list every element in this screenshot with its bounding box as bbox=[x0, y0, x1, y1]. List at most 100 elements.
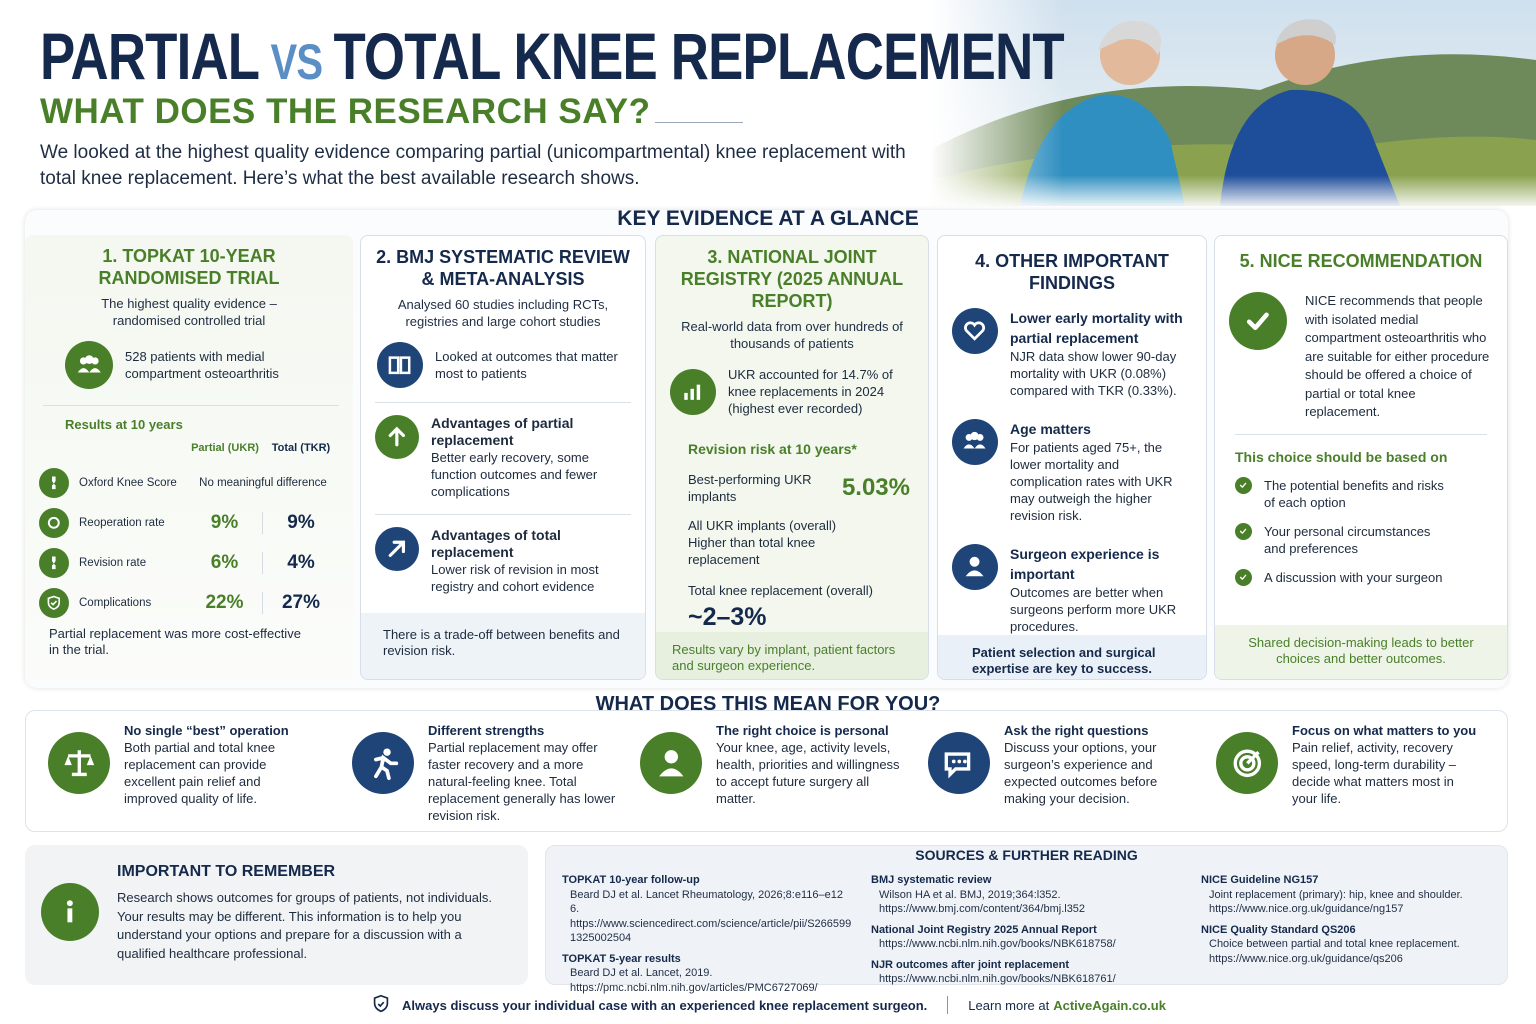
divider bbox=[655, 122, 743, 123]
icon bbox=[1235, 568, 1252, 586]
icon-glyph bbox=[966, 557, 984, 577]
source-entry: NICE Guideline NG157 Joint replacement (p… bbox=[1201, 873, 1481, 917]
result-total: 4% bbox=[287, 552, 315, 573]
site-link[interactable]: ActiveAgain.co.uk bbox=[1053, 997, 1166, 1013]
card-title: 5. NICE RECOMMENDATION bbox=[1239, 251, 1483, 271]
card: 2. BMJ SYSTEMATIC REVIEW & META-ANALYSIS… bbox=[360, 235, 646, 680]
card-title: 2. BMJ SYSTEMATIC REVIEW & META-ANALYSIS bbox=[376, 247, 630, 289]
bullet-row: The potential benefits and risks of each… bbox=[1235, 476, 1493, 511]
patients: 528 patients with medial compartment ost… bbox=[125, 349, 279, 381]
meaning-body: Pain relief, activity, recovery speed, l… bbox=[1292, 740, 1457, 806]
item-text: Age matters For patients aged 75+, the lo… bbox=[1010, 419, 1192, 524]
column-header: Partial (UKR) bbox=[191, 442, 259, 454]
section-heading: KEY EVIDENCE AT A GLANCE bbox=[617, 207, 919, 230]
item-row: Surgeon experience is important Outcomes … bbox=[952, 544, 1192, 635]
result-note: No meaningful difference bbox=[199, 477, 327, 489]
remember-box: IMPORTANT TO REMEMBER Research shows outc… bbox=[25, 845, 528, 985]
sources-column: NICE Guideline NG157 Joint replacement (p… bbox=[1201, 873, 1481, 972]
item-heading: Age matters bbox=[1010, 421, 1091, 437]
icon-glyph bbox=[684, 384, 701, 400]
icon bbox=[928, 732, 990, 794]
item-row: Advantages of partial replacement Better … bbox=[375, 415, 631, 500]
meaning-item: Focus on what matters to you Pain relief,… bbox=[1216, 722, 1498, 807]
item-heading: Surgeon experience is important bbox=[1010, 546, 1160, 582]
nice-row: NICE recommends that people with isolate… bbox=[1229, 292, 1493, 422]
icon-glyph bbox=[52, 476, 56, 490]
icon bbox=[39, 508, 69, 538]
source-line: https://www.ncbi.nlm.nih.gov/books/NBK61… bbox=[879, 938, 1116, 950]
section-heading: WHAT DOES THIS MEAN FOR YOU? bbox=[595, 693, 941, 715]
icon bbox=[39, 588, 69, 618]
divider bbox=[375, 514, 631, 515]
card: 4. OTHER IMPORTANT FINDINGS Lower early m… bbox=[937, 235, 1207, 680]
stat: UKR accounted for 14.7% of knee replacem… bbox=[728, 367, 893, 416]
result-total: 27% bbox=[281, 592, 321, 613]
meaning-item: The right choice is personal Your knee, a… bbox=[640, 722, 922, 807]
icon bbox=[1235, 522, 1252, 540]
meaning-body: Discuss your options, your surgeon’s exp… bbox=[1004, 740, 1158, 806]
result-label: Oxford Knee Score bbox=[79, 477, 177, 489]
icon-glyph bbox=[388, 540, 406, 558]
meaning-body: Partial replacement may offer faster rec… bbox=[428, 740, 616, 823]
revision-row: Total knee replacement (overall) ~2–3% bbox=[670, 568, 914, 632]
sources-column: TOPKAT 10-year follow-up Beard DJ et al. … bbox=[562, 873, 852, 1001]
sources-column: BMJ systematic review Wilson HA et al. BM… bbox=[871, 873, 1161, 993]
icon bbox=[670, 368, 716, 415]
revision-label: Best-performing UKR implants bbox=[688, 472, 812, 504]
item-body: NJR data show lower 90-day mortality wit… bbox=[1010, 349, 1177, 398]
revision-label: All UKR implants (overall) bbox=[688, 518, 837, 533]
item-body: Lower risk of revision in most registry … bbox=[431, 562, 599, 594]
photo bbox=[930, 0, 1536, 206]
icon-glyph bbox=[658, 749, 684, 777]
basis-heading: This choice should be based on bbox=[1235, 448, 1448, 465]
icon-glyph bbox=[1240, 528, 1247, 534]
icon bbox=[39, 548, 69, 578]
meaning-text: Focus on what matters to you Pain relief,… bbox=[1292, 722, 1482, 807]
meaning-text: Different strengths Partial replacement m… bbox=[428, 722, 618, 824]
source-line: https://www.nice.org.uk/guidance/qs206 bbox=[1209, 952, 1403, 965]
icon-glyph bbox=[77, 354, 101, 373]
title-vs: VS bbox=[270, 34, 323, 90]
fade bbox=[930, 0, 1536, 206]
meaning-heading: No single “best” operation bbox=[124, 723, 289, 738]
item-heading: Lower early mortality with partial repla… bbox=[1010, 310, 1183, 346]
item-text: Advantages of partial replacement Better … bbox=[431, 415, 631, 500]
meaning-heading: Focus on what matters to you bbox=[1292, 723, 1477, 738]
card-subtitle: Real-world data from over hundreds of th… bbox=[681, 319, 903, 351]
source-title: BMJ systematic review bbox=[871, 874, 992, 886]
bullet-row: Your personal circumstances and preferen… bbox=[1235, 522, 1493, 557]
meaning-text: The right choice is personal Your knee, a… bbox=[716, 722, 906, 807]
card: 5. NICE RECOMMENDATION NICE recommends th… bbox=[1214, 235, 1508, 680]
nice-text: NICE recommends that people with isolate… bbox=[1305, 293, 1490, 419]
bullet: Your personal circumstances and preferen… bbox=[1264, 523, 1431, 556]
bullet: The potential benefits and risks of each… bbox=[1264, 477, 1444, 510]
bullet: A discussion with your surgeon bbox=[1264, 569, 1443, 585]
revision-row: Best-performing UKR implants 5.03% bbox=[670, 471, 914, 505]
icon-glyph bbox=[67, 900, 73, 923]
card: 3. NATIONAL JOINT REGISTRY (2025 ANNUAL … bbox=[655, 235, 929, 680]
card-footer: Patient selection and surgical expertise… bbox=[938, 635, 1206, 679]
result-row: Oxford Knee Score No meaningful differenc… bbox=[39, 463, 339, 503]
card-footer: There is a trade-off between benefits an… bbox=[361, 613, 645, 679]
footer-note: Always discuss your individual case with… bbox=[402, 997, 928, 1013]
learn-more: Learn more at bbox=[968, 997, 1050, 1013]
revision-value: 5.03% bbox=[841, 474, 910, 501]
card-title: 3. NATIONAL JOINT REGISTRY (2025 ANNUAL … bbox=[680, 247, 904, 311]
icon-glyph bbox=[47, 595, 61, 611]
source-line: https://www.sciencedirect.com/science/ar… bbox=[570, 917, 852, 945]
source-line: https://www.bmj.com/content/364/bmj.l352 bbox=[879, 903, 1086, 915]
meaning-item: Ask the right questions Discuss your opti… bbox=[928, 722, 1210, 807]
icon bbox=[640, 732, 702, 794]
revision-row: All UKR implants (overall) Higher than to… bbox=[670, 505, 914, 568]
lead: Looked at outcomes that matter most to p… bbox=[435, 349, 618, 381]
icon bbox=[1229, 292, 1287, 350]
meaning-text: No single “best” operation Both partial a… bbox=[124, 722, 314, 807]
item-text: Lower early mortality with partial repla… bbox=[1010, 308, 1192, 399]
icon-glyph bbox=[64, 749, 94, 776]
card-footer: Shared decision-making leads to better c… bbox=[1215, 625, 1507, 679]
source-line: https://www.nice.org.uk/guidance/ng157 bbox=[1209, 903, 1404, 915]
source-title: NICE Guideline NG157 bbox=[1201, 874, 1319, 886]
source-line: Choice between partial and total knee re… bbox=[1209, 938, 1460, 950]
intro: We looked at the highest quality evidenc… bbox=[40, 142, 906, 189]
icon bbox=[377, 342, 423, 388]
